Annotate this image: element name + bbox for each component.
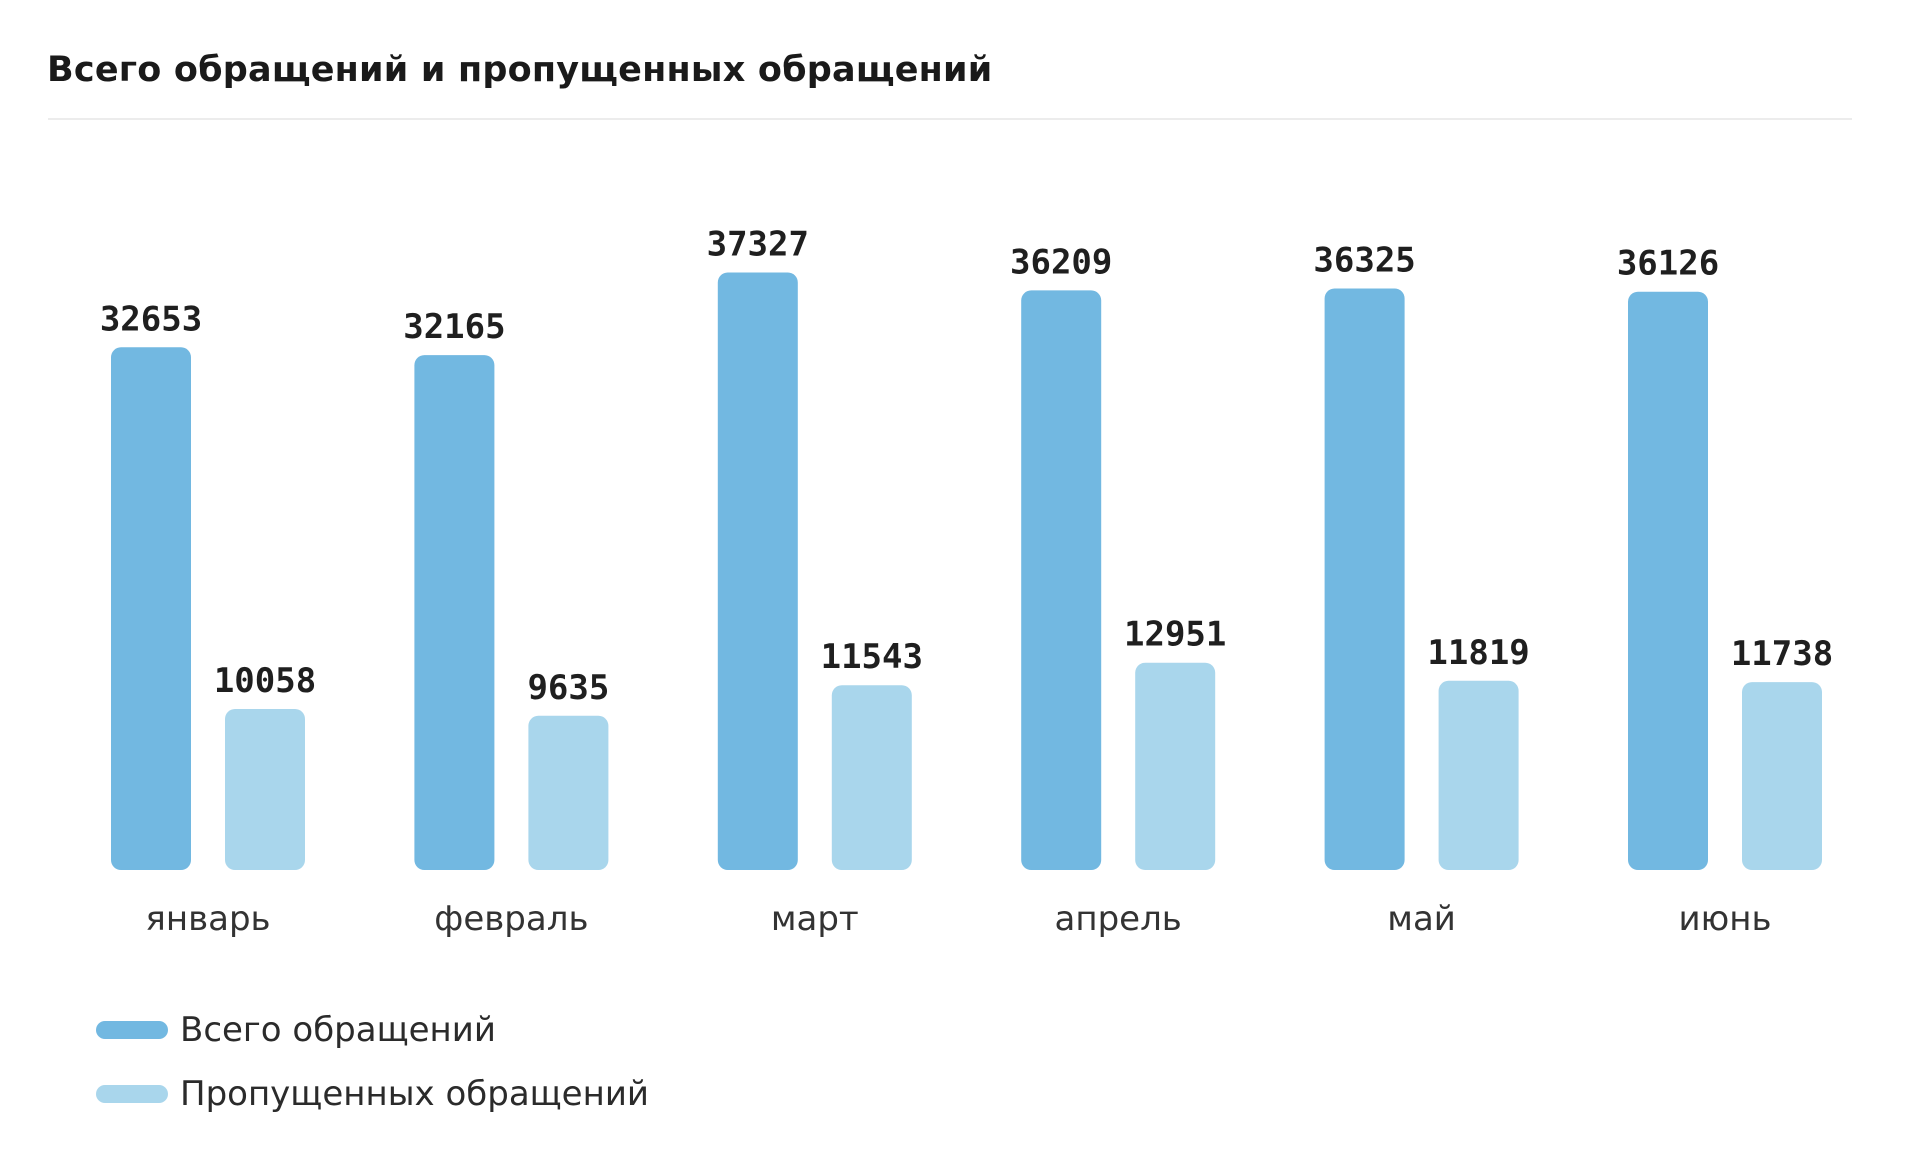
legend-swatch-missed — [96, 1085, 168, 1103]
bar-missed-1 — [528, 715, 609, 870]
bar-missed-4 — [1438, 680, 1519, 870]
category-label-0: январь — [145, 899, 270, 939]
value-label-total-2: 37327 — [707, 225, 809, 265]
value-label-missed-0: 10058 — [214, 661, 316, 701]
bar-missed-2 — [831, 685, 912, 870]
value-label-missed-2: 11543 — [821, 637, 923, 677]
legend-item-total: Всего обращений — [96, 998, 649, 1062]
category-label-5: июнь — [1679, 899, 1772, 939]
value-label-missed-3: 12951 — [1124, 615, 1226, 655]
category-label-1: февраль — [434, 899, 588, 939]
value-label-total-3: 36209 — [1010, 242, 1112, 282]
value-label-missed-4: 11819 — [1427, 633, 1529, 673]
legend: Всего обращений Пропущенных обращений — [96, 998, 649, 1126]
value-label-missed-1: 9635 — [527, 668, 609, 708]
category-label-2: март — [771, 899, 859, 939]
value-label-total-0: 32653 — [100, 299, 202, 339]
bar-missed-0 — [225, 709, 305, 870]
bar-total-3 — [1021, 290, 1102, 870]
title-divider — [48, 118, 1852, 120]
bar-missed-3 — [1135, 662, 1216, 870]
chart-title: Всего обращений и пропущенных обращений — [47, 50, 993, 90]
bar-total-1 — [414, 355, 495, 871]
value-label-total-4: 36325 — [1313, 241, 1415, 281]
value-label-total-5: 36126 — [1617, 244, 1719, 284]
legend-label-total: Всего обращений — [180, 1010, 496, 1050]
bar-total-4 — [1324, 288, 1405, 870]
bar-total-5 — [1628, 291, 1708, 870]
category-label-3: апрель — [1055, 899, 1182, 939]
bar-total-2 — [717, 272, 798, 870]
bar-missed-5 — [1742, 682, 1822, 870]
legend-item-missed: Пропущенных обращений — [96, 1062, 649, 1126]
legend-label-missed: Пропущенных обращений — [180, 1074, 650, 1114]
value-label-total-1: 32165 — [403, 307, 505, 347]
category-label-4: май — [1387, 899, 1456, 939]
bar-total-0 — [111, 347, 191, 870]
legend-swatch-total — [96, 1021, 168, 1039]
value-label-missed-5: 11738 — [1731, 634, 1833, 674]
